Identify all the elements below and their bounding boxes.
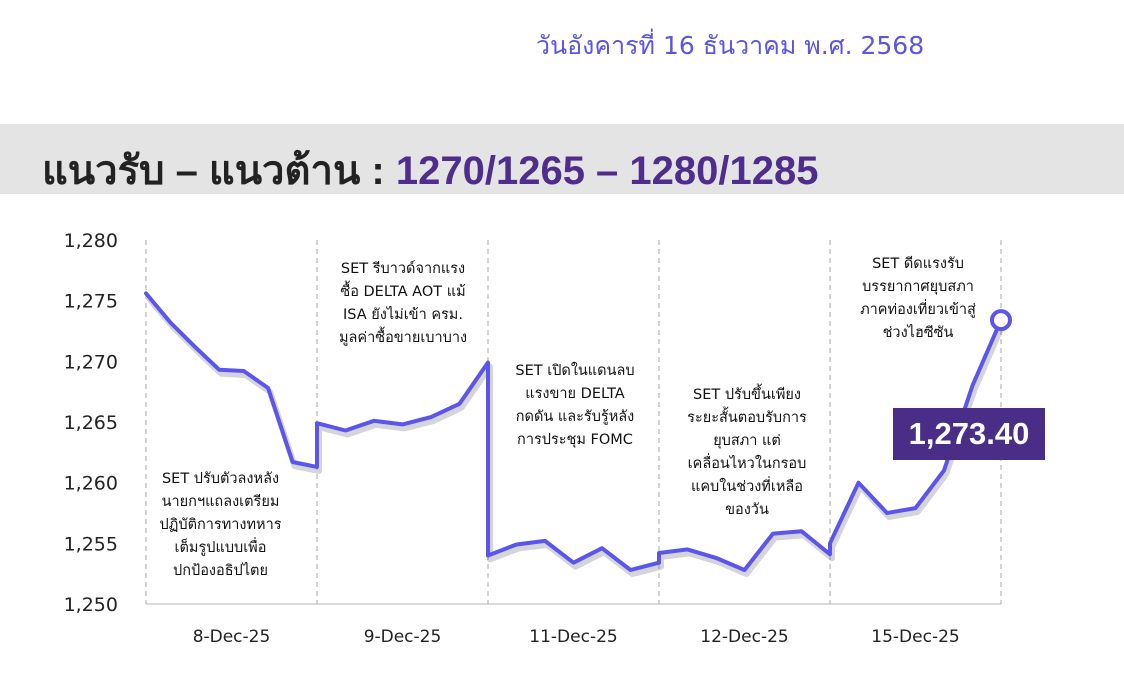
series-line: [144, 291, 1003, 572]
y-tick-label: 1,270: [64, 351, 118, 373]
last-point-marker: [990, 309, 1012, 332]
x-tick-label: 12-Dec-25: [700, 627, 788, 647]
title-levels: 1270/1265 – 1280/1285: [395, 149, 819, 193]
title-prefix: แนวรับ – แนวต้าน :: [42, 149, 385, 193]
x-tick-label: 8-Dec-25: [193, 627, 271, 647]
annotation-9-dec: SET รีบาวด์จากแรง ซื้อ DELTA AOT แม้ ISA ย…: [338, 261, 468, 346]
y-tick-label: 1,265: [64, 412, 118, 434]
last-value-badge: 1,273.40: [893, 408, 1045, 460]
annotation-12-dec: SET ปรับขึ้นเพียง ระยะสั้นตอบรับการ ยุบสภา…: [687, 387, 807, 518]
x-tick-label: 11-Dec-25: [529, 627, 617, 647]
annotation-11-dec: SET เปิดในแดนลบ แรงขาย DELTA กดดัน และรับร…: [515, 363, 635, 448]
x-tick-label: 15-Dec-25: [871, 627, 959, 647]
x-tick-label: 9-Dec-25: [364, 627, 442, 647]
y-tick-label: 1,275: [64, 291, 118, 313]
y-tick-label: 1,250: [64, 594, 118, 616]
annotation-8-dec: SET ปรับตัวลงหลัง นายกฯแถลงเตรียม ปฏิบัติก…: [159, 471, 282, 579]
support-resistance-title: แนวรับ – แนวต้าน : 1270/1265 – 1280/1285: [42, 138, 819, 202]
report-date: วันอังคารที่ 16 ธันวาคม พ.ศ. 2568: [536, 31, 925, 60]
y-tick-label: 1,260: [64, 473, 118, 495]
y-tick-label: 1,280: [64, 230, 118, 252]
annotation-15-dec: SET ดีดแรงรับ บรรยากาศยุบสภา ภาคท่องเที่ยว…: [860, 256, 976, 341]
title-banner: [0, 124, 1124, 194]
y-tick-label: 1,255: [64, 533, 118, 555]
